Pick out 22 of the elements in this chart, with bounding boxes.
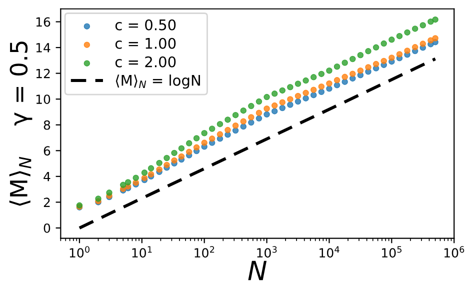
x-tick-label: 10$^{1}$ — [132, 246, 152, 258]
legend-label: c = 2.00 — [115, 56, 176, 68]
y-tick-label: 8 — [44, 120, 50, 130]
x-tick-label: 10$^{3}$ — [257, 246, 277, 258]
y-tick-label: 0 — [44, 223, 50, 233]
x-tick-label: 10$^{4}$ — [320, 246, 340, 258]
legend-label: c = 0.50 — [115, 19, 176, 30]
y-tick-label: 14 — [36, 43, 50, 52]
x-tick-label: 10$^{0}$ — [70, 246, 90, 258]
y-tick-label: 12 — [36, 68, 50, 78]
x-tick-label: 10$^{2}$ — [194, 246, 214, 258]
y-tick-label: 10 — [36, 94, 50, 104]
y-tick-label: 16 — [36, 17, 50, 27]
y-tick-label: 6 — [44, 146, 50, 156]
legend-label: ⟨M⟩$_{N}$ = logN — [116, 74, 200, 89]
text: ⟨M⟩$_{N}$ γ = 0.5 — [9, 42, 32, 206]
legend-label: c = 1.00 — [115, 38, 176, 49]
x-tick-label: 10$^{6}$ — [444, 246, 464, 258]
x-axis-title: N — [248, 260, 267, 280]
y-tick-label: 4 — [44, 172, 50, 182]
y-tick-label: 2 — [44, 198, 50, 207]
x-tick-label: 10$^{5}$ — [382, 246, 402, 258]
